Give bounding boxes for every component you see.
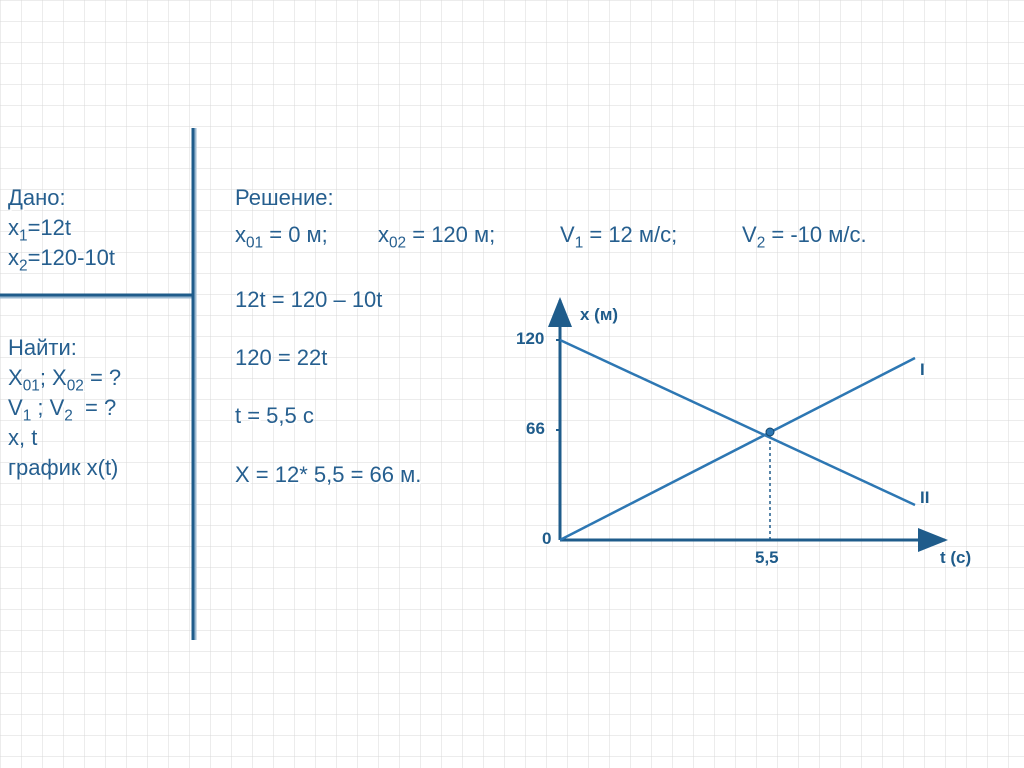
chart-xtick-5.5: 5,5 xyxy=(755,548,779,568)
chart-series-I: I xyxy=(920,360,925,380)
chart xyxy=(0,0,1024,768)
chart-y-label: х (м) xyxy=(580,305,618,325)
chart-series-II: II xyxy=(920,488,929,508)
chart-ytick-0: 0 xyxy=(542,529,551,549)
chart-x-label: t (с) xyxy=(940,548,971,568)
chart-ytick-66: 66 xyxy=(526,419,545,439)
chart-ytick-120: 120 xyxy=(516,329,544,349)
